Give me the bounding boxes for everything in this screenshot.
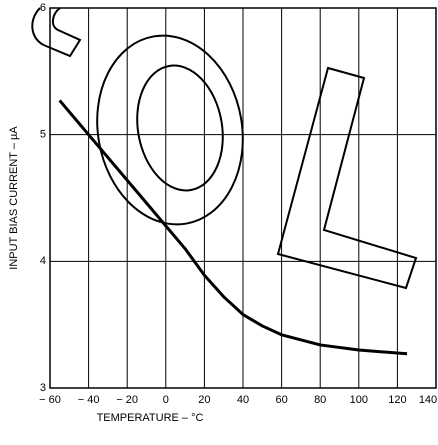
obsolete-watermark bbox=[31, 7, 418, 290]
x-tick-label: − 40 bbox=[78, 394, 100, 406]
x-tick-label: 60 bbox=[275, 394, 287, 406]
plot-border bbox=[49, 7, 437, 389]
x-tick-label: 40 bbox=[237, 394, 249, 406]
x-tick-label: − 60 bbox=[39, 394, 61, 406]
y-tick-label: 5 bbox=[40, 129, 46, 141]
x-tick-label: − 20 bbox=[116, 394, 138, 406]
x-tick-label: 140 bbox=[419, 394, 437, 406]
x-tick-label: 120 bbox=[388, 394, 406, 406]
x-tick-label: 100 bbox=[350, 394, 368, 406]
y-tick-label: 4 bbox=[40, 255, 46, 267]
x-tick-label: 0 bbox=[163, 394, 169, 406]
x-axis-label: TEMPERATURE – °C bbox=[97, 412, 204, 424]
x-tick-label: 20 bbox=[198, 394, 210, 406]
y-axis-label: INPUT BIAS CURRENT – µA bbox=[8, 126, 20, 270]
y-tick-label: 3 bbox=[40, 382, 46, 394]
data-line bbox=[58, 99, 408, 356]
y-tick-label: 6 bbox=[40, 2, 46, 14]
x-tick-label: 80 bbox=[314, 394, 326, 406]
